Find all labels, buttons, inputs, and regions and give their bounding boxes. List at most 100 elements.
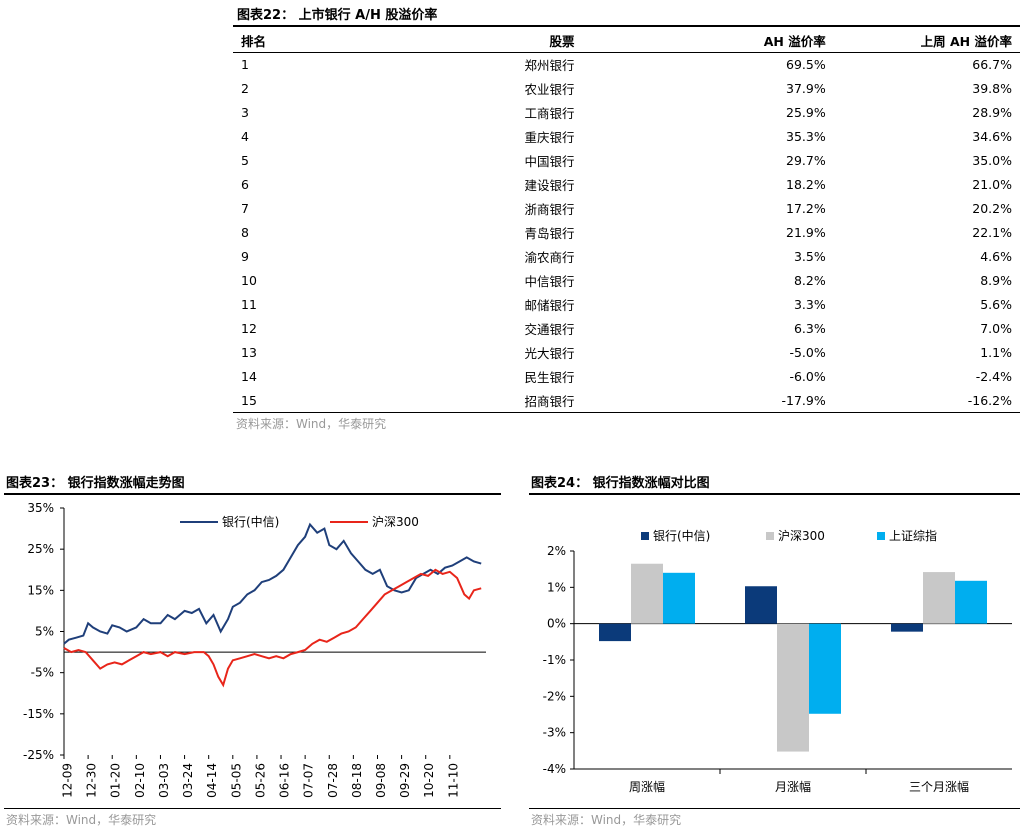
ah-premium-cell: 3.5% (793, 248, 826, 264)
hs300-bar (777, 623, 809, 752)
header-stock: 股票 (549, 33, 575, 49)
y-tick-label: 0% (547, 617, 566, 631)
hs300-bar (923, 572, 955, 624)
table-row: 7 浙商银行 17.2% 20.2% (233, 196, 1020, 220)
x-tick-label: 11-10 (446, 763, 460, 798)
rank-cell: 4 (241, 128, 249, 144)
chart24-top-rule (529, 493, 1020, 495)
table-header-row: 排名 股票 AH 溢价率 上周 AH 溢价率 (233, 28, 1020, 52)
ah-premium-cell: 3.3% (793, 296, 826, 312)
sse-bar (809, 623, 841, 714)
x-tick-label: 07-07 (302, 763, 316, 798)
chart23-title: 图表23： 银行指数涨幅走势图 (6, 476, 185, 491)
x-tick-label: 05-05 (229, 763, 243, 798)
ah-premium-cell: -5.0% (789, 344, 826, 360)
header-last-week-ah-premium: 上周 AH 溢价率 (920, 33, 1012, 49)
table-row: 12 交通银行 6.3% 7.0% (233, 316, 1020, 340)
x-tick-label: 12-30 (85, 763, 99, 798)
table-row: 9 渝农商行 3.5% 4.6% (233, 244, 1020, 268)
x-tick-label: 07-28 (326, 763, 340, 798)
x-tick-label: 06-16 (278, 763, 292, 798)
stock-cell: 工商银行 (524, 105, 575, 121)
table-row: 13 光大银行 -5.0% 1.1% (233, 340, 1020, 364)
table-row: 10 中信银行 8.2% 8.9% (233, 268, 1020, 292)
ah-premium-cell: 69.5% (786, 56, 826, 72)
table-row: 2 农业银行 37.9% 39.8% (233, 76, 1020, 100)
stock-cell: 民生银行 (524, 369, 575, 385)
bank-index-comparison-chart: 2% 1% 0% -1% -2% -3% -4% 周涨幅 月涨幅 三个月涨幅 银行(中信) 沪深300… (543, 528, 1012, 794)
ah-premium-cell: 29.7% (786, 152, 826, 168)
rank-cell: 2 (241, 80, 249, 96)
y-tick-label: 25% (27, 542, 54, 556)
y-tick-label: -3% (543, 726, 566, 740)
rank-cell: 3 (241, 104, 249, 120)
ah-premium-cell: 35.3% (786, 128, 826, 144)
rank-cell: 7 (241, 200, 249, 216)
rank-cell: 10 (241, 272, 257, 288)
last-week-premium-cell: 5.6% (980, 296, 1012, 312)
stock-cell: 渝农商行 (524, 249, 575, 265)
category-label: 月涨幅 (775, 779, 811, 794)
legend-hs300-label: 沪深300 (778, 529, 825, 543)
x-tick-label: 01-20 (109, 763, 123, 798)
table-row: 6 建设银行 18.2% 21.0% (233, 172, 1020, 196)
table22-header-rule (233, 52, 1020, 53)
y-tick-label: 2% (547, 544, 566, 558)
y-tick-label: -2% (543, 689, 566, 703)
y-tick-label: 5% (35, 625, 54, 639)
chart23-source: 资料来源：Wind，华泰研究 (6, 813, 157, 827)
chart23-bottom-rule (4, 808, 501, 809)
table-row: 4 重庆银行 35.3% 34.6% (233, 124, 1020, 148)
table-row: 5 中国银行 29.7% 35.0% (233, 148, 1020, 172)
table-row: 1 郑州银行 69.5% 66.7% (233, 52, 1020, 76)
legend-hs300-label: 沪深300 (372, 515, 419, 529)
table22-top-rule (233, 25, 1020, 27)
x-tick-label: 03-03 (157, 763, 171, 798)
chart24-bottom-rule (529, 808, 1020, 809)
sse-bar (663, 572, 695, 624)
ah-premium-cell: 37.9% (786, 80, 826, 96)
stock-cell: 重庆银行 (524, 129, 575, 145)
last-week-premium-cell: 22.1% (972, 224, 1012, 240)
table22-bottom-rule (233, 412, 1020, 413)
ah-premium-cell: -17.9% (781, 392, 826, 408)
bank-index-line (63, 522, 482, 645)
stock-cell: 中信银行 (524, 273, 575, 289)
x-tick-label: 04-14 (205, 763, 219, 798)
x-tick-label: 08-18 (350, 763, 364, 798)
stock-cell: 招商银行 (524, 393, 575, 409)
x-tick-label: 10-20 (422, 763, 436, 798)
y-tick-label: 15% (27, 583, 54, 597)
legend-sse-label: 上证综指 (889, 528, 937, 543)
ah-premium-cell: 18.2% (786, 176, 826, 192)
category-label: 周涨幅 (629, 779, 665, 794)
x-tick-label: 02-10 (133, 763, 147, 798)
last-week-premium-cell: -2.4% (975, 368, 1012, 384)
rank-cell: 8 (241, 224, 249, 240)
ah-premium-cell: 21.9% (786, 224, 826, 240)
table-row: 8 青岛银行 21.9% 22.1% (233, 220, 1020, 244)
last-week-premium-cell: 39.8% (972, 80, 1012, 96)
header-rank: 排名 (241, 33, 267, 49)
rank-cell: 5 (241, 152, 249, 168)
chart24-title: 图表24： 银行指数涨幅对比图 (531, 476, 710, 491)
x-tick-label: 05-26 (253, 763, 267, 798)
last-week-premium-cell: 21.0% (972, 176, 1012, 192)
rank-cell: 14 (241, 368, 257, 384)
ah-premium-cell: 6.3% (793, 320, 826, 336)
stock-cell: 中国银行 (524, 153, 575, 169)
hs300-line (63, 568, 482, 688)
last-week-premium-cell: 20.2% (972, 200, 1012, 216)
rank-cell: 6 (241, 176, 249, 192)
last-week-premium-cell: 7.0% (980, 320, 1012, 336)
last-week-premium-cell: 28.9% (972, 104, 1012, 120)
last-week-premium-cell: 35.0% (972, 152, 1012, 168)
stock-cell: 光大银行 (524, 345, 575, 361)
y-tick-label: -5% (31, 666, 54, 680)
y-tick-label: -4% (543, 762, 566, 776)
table-body: 1 郑州银行 69.5% 66.7% 2 农业银行 37.9% 39.8% 3 工商银行 25.9%… (233, 52, 1020, 412)
x-tick-label: 09-29 (398, 763, 412, 798)
stock-cell: 青岛银行 (524, 225, 575, 241)
y-tick-label: 35% (27, 501, 54, 515)
